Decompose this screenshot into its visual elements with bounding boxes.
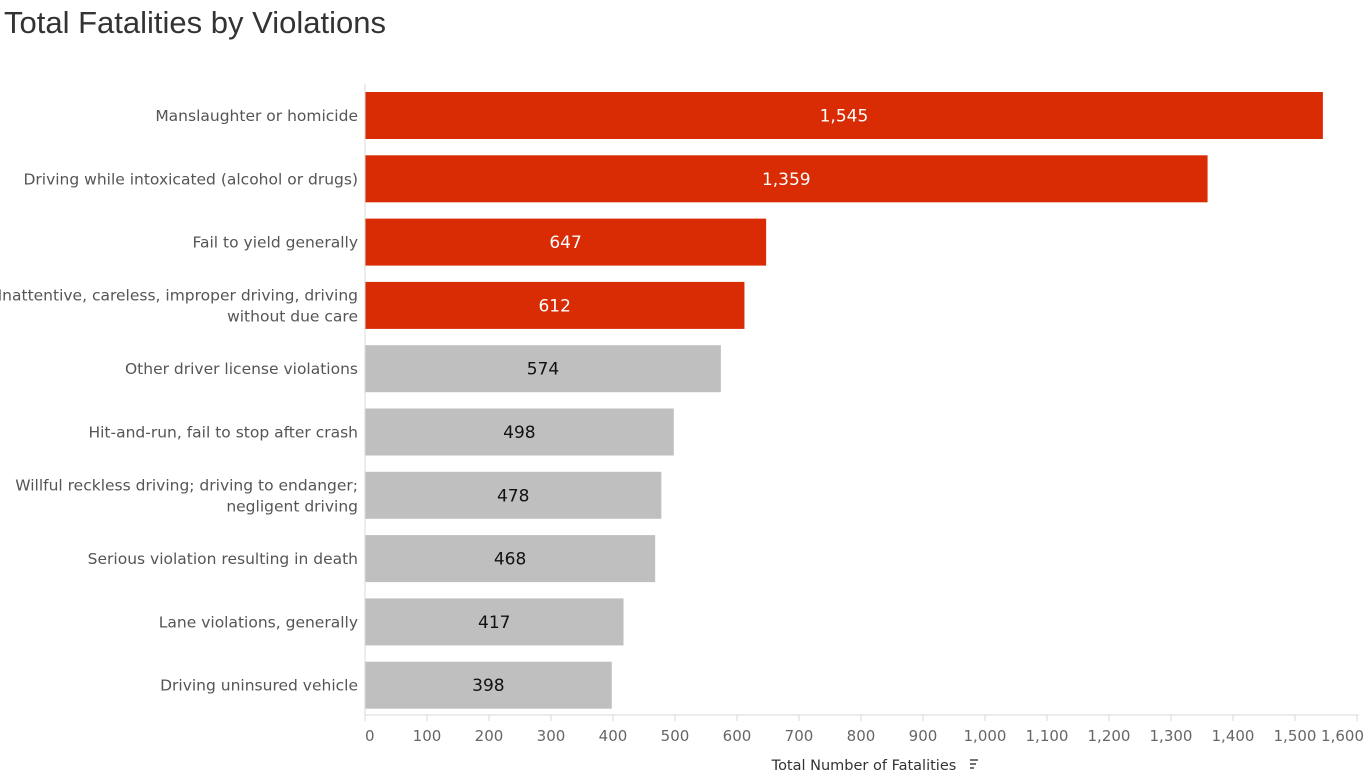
bar-value-label: 1,359 [762,170,811,190]
bar-value-label: 398 [472,676,504,696]
category-label: Other driver license violations [125,360,358,378]
x-tick-label: 700 [785,727,814,745]
x-axis: 0 100 200 300 400 500 600 700 800 900 1,000 1,100 1,… [364,84,1364,745]
bar[interactable] [365,408,674,456]
category-label: Hit-and-run, fail to stop after crash [88,424,358,442]
category-label: Willful reckless driving; driving to end… [15,476,358,494]
bar-value-label: 478 [497,486,529,506]
x-tick-label: 500 [661,727,690,745]
x-tick-label: 1,500 [1274,727,1317,745]
x-tick-label: 1,200 [1088,727,1131,745]
bar-value-label: 647 [549,233,581,253]
bar-value-label: 417 [478,613,510,633]
x-tick-label: 900 [909,727,938,745]
bar[interactable] [365,598,624,646]
chart-title: Total Fatalities by Violations [4,5,386,40]
bar[interactable] [365,155,1208,203]
x-tick-label: 1,600 [1321,727,1364,745]
x-tick-label: 1,400 [1212,727,1255,745]
bar-value-label: 468 [494,550,526,570]
x-tick-label: 600 [723,727,752,745]
category-label: Serious violation resulting in death [88,550,358,568]
category-label: without due care [227,307,358,325]
x-tick-label: 200 [475,727,504,745]
bar[interactable] [365,281,745,329]
category-labels: Manslaughter or homicide Driving while in… [0,107,358,695]
category-label: Driving while intoxicated (alcohol or dr… [23,170,358,188]
bar-value-label: 498 [503,423,535,443]
category-label: Fail to yield generally [193,234,359,252]
bar-value-label: 1,545 [820,107,869,127]
x-tick-label: 1,000 [964,727,1007,745]
x-tick-label: 100 [413,727,442,745]
bar[interactable] [365,535,656,583]
x-tick-label: 0 [365,727,375,745]
x-tick-label: 400 [599,727,628,745]
category-label: Lane violations, generally [159,613,358,631]
bar-value-label: 612 [538,296,570,316]
bar-value-label: 574 [527,360,559,380]
category-label: Manslaughter or homicide [155,107,358,125]
bars-layer: 1,545 1,359 647 612 574 498 478 468 417 398 [365,92,1323,709]
category-label: negligent driving [226,497,358,515]
bar[interactable] [365,218,767,266]
x-tick-label: 800 [847,727,876,745]
bar[interactable] [365,345,721,393]
x-tick-label: 1,100 [1026,727,1069,745]
sort-descending-icon[interactable] [970,759,978,769]
bar[interactable] [365,471,662,519]
category-label: Driving uninsured vehicle [160,677,358,695]
category-label: Inattentive, careless, improper driving,… [0,286,358,304]
x-axis-title: Total Number of Fatalities [771,758,957,774]
bar[interactable] [365,661,612,709]
x-tick-label: 300 [537,727,566,745]
x-tick-label: 1,300 [1150,727,1193,745]
bar[interactable] [365,92,1323,139]
